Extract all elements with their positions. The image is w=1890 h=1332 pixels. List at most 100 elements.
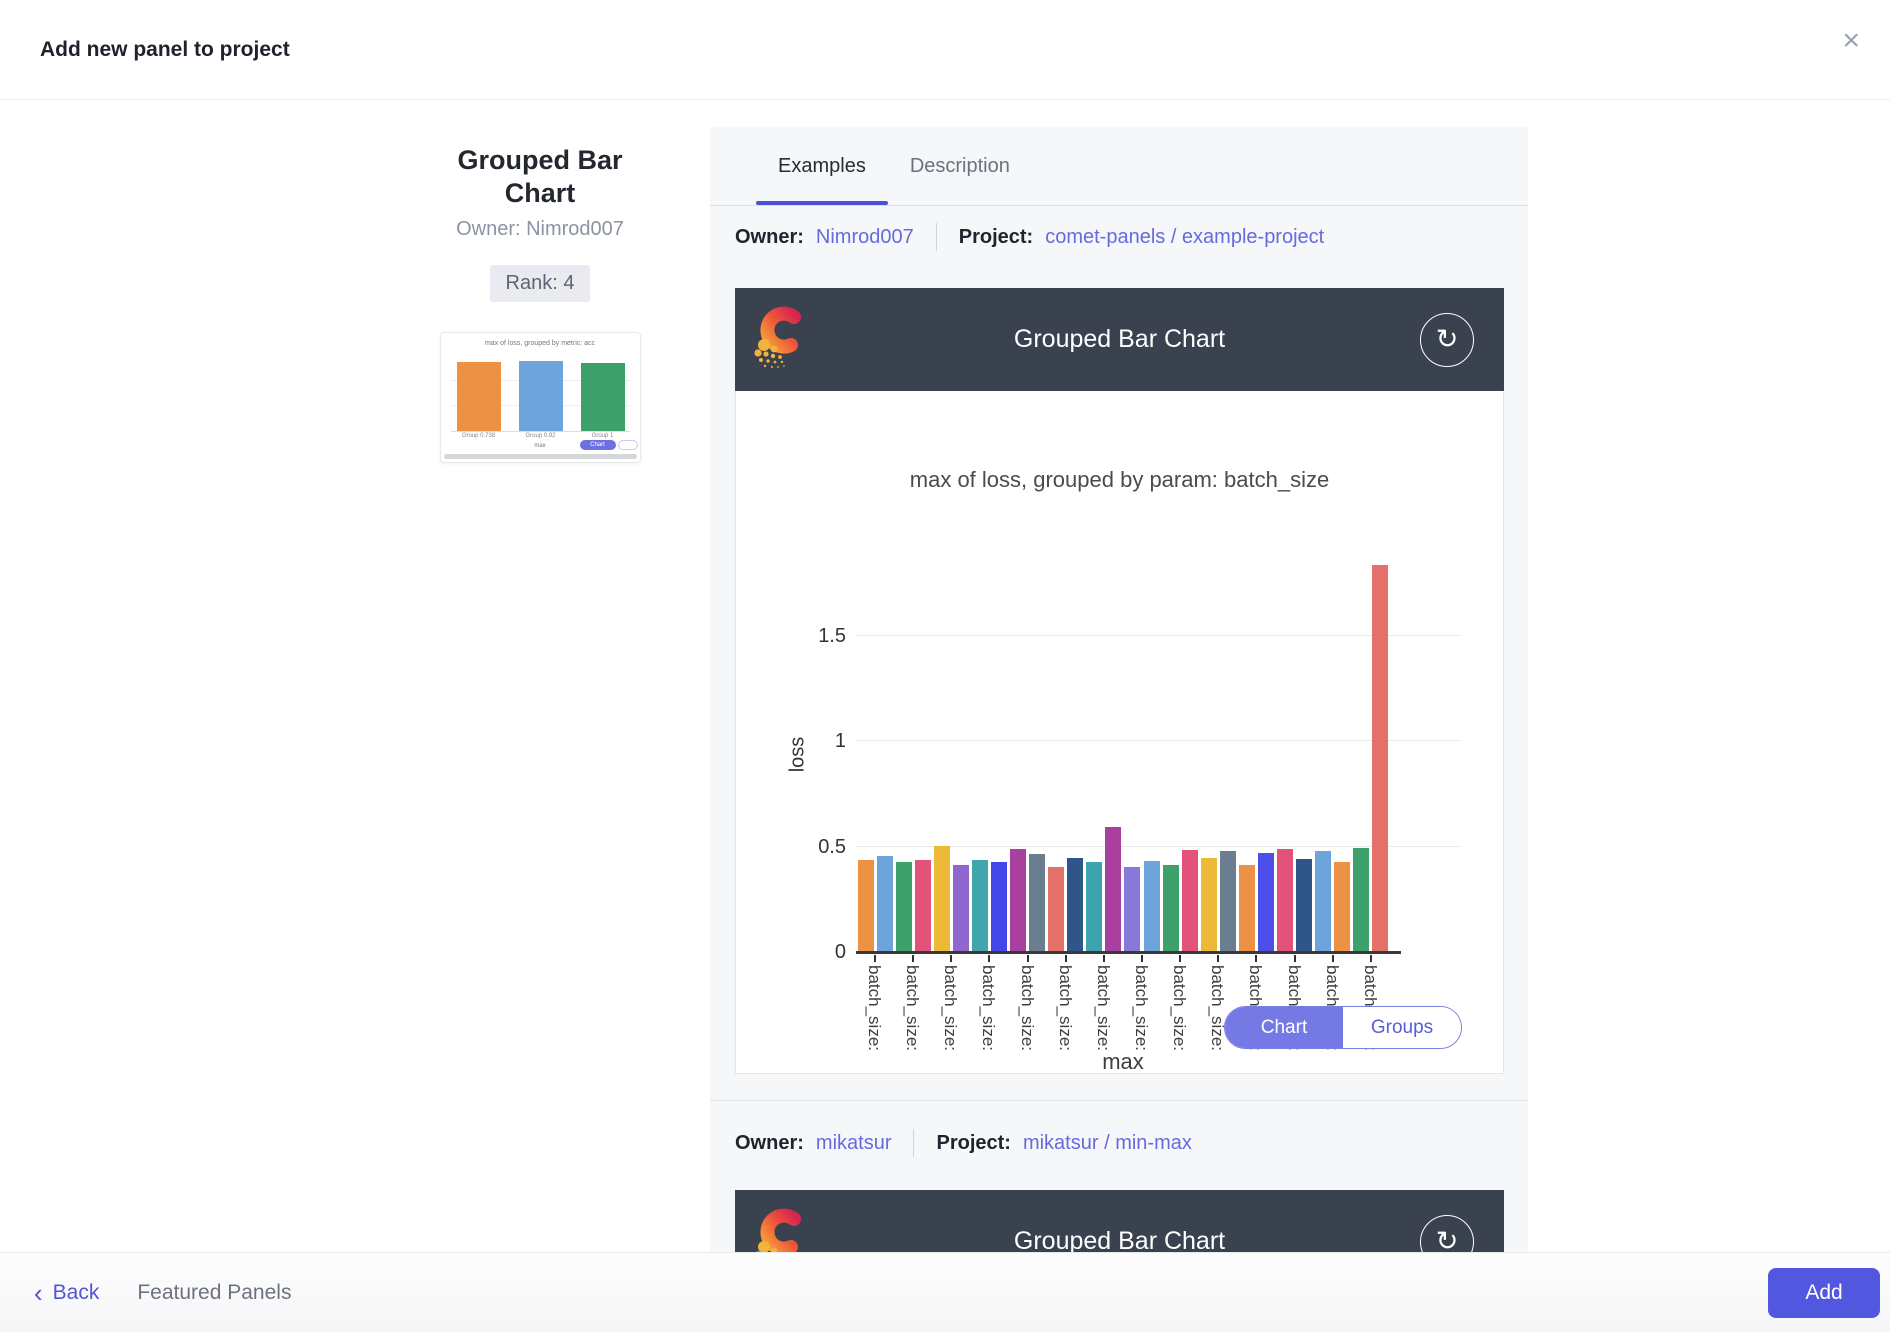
chart-bar (1105, 826, 1122, 951)
panel-card-title: Grouped Bar Chart (1013, 325, 1226, 353)
thumbnail-bar (518, 360, 563, 431)
x-tick-label: batch_size: (1208, 965, 1228, 1051)
x-tick-label: batch_size: (1170, 965, 1190, 1051)
add-button[interactable]: Add (1768, 1267, 1880, 1318)
x-tick-label: batch_size: (1017, 965, 1037, 1051)
thumbnail-plot (450, 355, 630, 431)
chart-bar (1067, 858, 1084, 951)
chart-bar (1181, 849, 1198, 951)
comet-logo-icon (754, 306, 801, 368)
x-tick-label: batch_size: (1055, 965, 1075, 1051)
thumbnail-scrollbar (443, 453, 637, 459)
example-panel-card: Grouped Bar Chart ↻ (735, 1190, 1504, 1252)
chart-bar (1238, 864, 1255, 951)
x-axis-label: max (1102, 1049, 1144, 1074)
project-link[interactable]: mikatsur / min-max (1022, 1131, 1192, 1154)
gridline (856, 740, 1461, 741)
chart-bar (1162, 864, 1179, 951)
refresh-icon[interactable]: ↻ (1420, 1214, 1474, 1252)
modal-footer: ‹ Back Featured Panels Add (0, 1252, 1890, 1332)
chart-bar (914, 860, 931, 951)
chart-bar (1372, 564, 1389, 951)
chart-bar (895, 862, 912, 951)
chart-bar (1124, 866, 1141, 951)
tab-description[interactable]: Description (909, 154, 1010, 177)
panel-summary: Grouped Bar Chart Owner: Nimrod007 Rank:… (370, 100, 710, 463)
x-tick (1255, 955, 1258, 962)
chart-title: max of loss, grouped by param: batch_siz… (909, 467, 1330, 492)
thumbnail-bar-label: Group 0.92 (525, 432, 556, 439)
thumbnail-xlabel: max (534, 442, 546, 449)
chart-bar (876, 856, 893, 951)
chart-bar (933, 845, 950, 951)
back-chevron-icon: ‹ (34, 1277, 43, 1308)
x-tick (874, 955, 877, 962)
x-tick (1179, 955, 1182, 962)
panel-card-title: Grouped Bar Chart (1013, 1227, 1226, 1252)
project-label: Project: (958, 225, 1034, 248)
x-tick-label: batch_size: (1132, 965, 1152, 1051)
x-tick (912, 955, 915, 962)
tab-examples[interactable]: Examples (756, 127, 888, 205)
x-tick (1026, 955, 1029, 962)
refresh-icon[interactable]: ↻ (1420, 312, 1474, 367)
x-tick (1217, 955, 1220, 962)
chart-bar (971, 860, 988, 951)
panel-card-header: Grouped Bar Chart ↻ (735, 288, 1504, 391)
gridline (856, 634, 1461, 636)
x-tick (1064, 955, 1067, 962)
thumbnail-bar (456, 362, 501, 431)
chart-bar (1334, 862, 1351, 951)
thumbnail-groups-button (617, 439, 638, 450)
x-tick (1369, 955, 1372, 962)
chart-bar (1353, 847, 1370, 951)
project-label: Project: (936, 1131, 1011, 1154)
panel-card-header: Grouped Bar Chart ↻ (735, 1190, 1504, 1252)
examples-panel: Examples Description Owner: Nimrod007 Pr… (710, 127, 1528, 1252)
thumbnail-chart-button: Chart (579, 439, 616, 450)
owner-label: Owner: (735, 1131, 804, 1154)
chart-bar (952, 864, 969, 951)
chart-bar (1277, 848, 1294, 951)
x-tick (950, 955, 953, 962)
example-meta-row: Owner: mikatsur Project: mikatsur / min-… (710, 1126, 1528, 1160)
bar-plot: 0 0.5 1 1.5 batch_size: batch_size: batch_size… (818, 563, 1461, 1051)
x-tick (1141, 955, 1144, 962)
panel-thumbnail[interactable]: max of loss, grouped by metric: acc Grou… (439, 331, 641, 463)
owner-link[interactable]: mikatsur (815, 1131, 892, 1154)
chart-bar (1296, 859, 1313, 951)
back-button[interactable]: ‹ Back (34, 1280, 99, 1306)
thumbnail-axis (450, 430, 630, 432)
chart-bar (1315, 850, 1332, 951)
close-icon[interactable]: × (1842, 24, 1860, 57)
panel-name: Grouped Bar Chart (457, 145, 623, 208)
y-tick-label: 1 (834, 730, 846, 752)
project-link[interactable]: comet-panels / example-project (1045, 225, 1325, 248)
rank-badge: Rank: 4 (489, 264, 591, 302)
thumbnail-bar (580, 363, 625, 431)
comet-logo-icon (755, 1208, 801, 1252)
x-tick (1331, 955, 1334, 962)
chart-bar (1086, 862, 1103, 951)
x-axis-line (856, 951, 1401, 954)
tabs-row: Examples Description (710, 127, 1528, 206)
modal-title: Add new panel to project (40, 37, 290, 61)
x-tick (988, 955, 991, 962)
x-tick (1102, 955, 1105, 962)
gridline (856, 845, 1461, 847)
chart-bar (990, 862, 1007, 951)
x-tick (1293, 955, 1296, 962)
toggle-groups-button[interactable]: Groups (1343, 1007, 1461, 1048)
meta-separator (935, 223, 937, 251)
chart-bar (857, 860, 874, 951)
chart-bar (1200, 858, 1217, 951)
chart-bar (1143, 861, 1160, 951)
chart-bar (1219, 850, 1236, 951)
panel-chart-area: max of loss, grouped by param: batch_siz… (735, 391, 1504, 1074)
toggle-chart-button[interactable]: Chart (1225, 1007, 1343, 1048)
owner-link[interactable]: Nimrod007 (815, 225, 914, 248)
meta-separator (913, 1129, 915, 1157)
chart-groups-toggle: Chart Groups (1224, 1006, 1462, 1049)
x-tick-label: batch_size: (1093, 965, 1113, 1051)
chart-bar (1029, 853, 1046, 951)
